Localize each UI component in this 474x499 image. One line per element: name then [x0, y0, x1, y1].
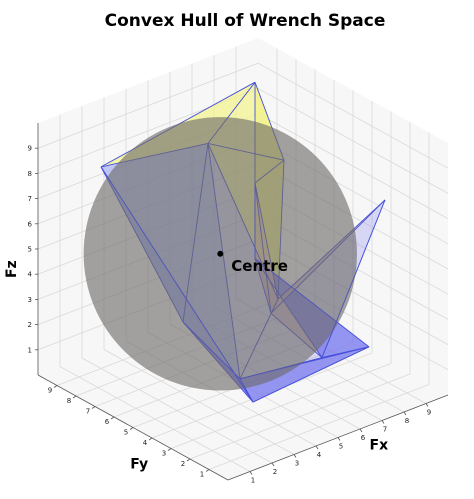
grid-line-x: [81, 106, 273, 464]
y-tick-mark: [148, 437, 153, 441]
y-tick-mark: [205, 469, 210, 472]
y-tick-label: 9: [48, 387, 52, 395]
grid-line-y: [189, 122, 411, 460]
x-tick-mark: [271, 462, 275, 467]
x-tick-mark: [249, 471, 253, 475]
z-tick-label: 7: [28, 195, 32, 203]
x-tick-mark: [337, 437, 341, 441]
y-tick-mark: [53, 385, 58, 388]
y-tick-label: 4: [143, 439, 148, 447]
grid-line-y: [170, 111, 392, 449]
hull-front-edge: [321, 199, 386, 358]
x-axis-label: Fx: [370, 438, 389, 454]
z-tick-label: 9: [28, 145, 32, 153]
x-tick-label: 3: [295, 460, 299, 468]
grid-line-z: [37, 62, 449, 169]
x-tick-mark: [425, 403, 429, 407]
z-tick-label: 2: [28, 321, 32, 329]
grid-line-y: [151, 101, 373, 439]
x-tick-mark: [359, 428, 363, 433]
x-tick-mark: [381, 420, 385, 424]
y-tick-mark: [110, 416, 115, 420]
y-tick-label: 3: [162, 450, 166, 458]
z-tick-label: 6: [28, 220, 33, 228]
grid-line-y: [208, 132, 430, 470]
x-tick-mark: [403, 411, 407, 416]
z-tick-label: 3: [28, 296, 32, 304]
hull-face: [240, 346, 369, 403]
x-tick-mark: [315, 445, 319, 450]
x-tick-label: 4: [317, 451, 322, 459]
centre-point: [217, 250, 224, 257]
hull-front-edge: [182, 321, 241, 380]
centre-label: Centre: [231, 257, 288, 275]
hull-front-edge: [252, 346, 370, 403]
x-tick-label: 8: [405, 417, 409, 425]
y-tick-label: 7: [86, 408, 90, 416]
x-tick-label: 6: [361, 434, 366, 442]
z-tick-label: 8: [28, 170, 32, 178]
grid-line-x: [103, 97, 295, 455]
hull-front-edge: [321, 346, 370, 359]
x-tick-label: 7: [383, 426, 387, 434]
y-tick-mark: [72, 395, 77, 399]
x-tick-mark: [293, 454, 297, 458]
hull-front-edge: [239, 378, 254, 403]
z-tick-label: 1: [28, 346, 32, 354]
hull-front-edges: [100, 166, 386, 403]
z-tick-label: 4: [28, 271, 33, 279]
y-tick-label: 8: [67, 397, 71, 405]
y-tick-label: 1: [200, 471, 204, 479]
y-tick-mark: [186, 458, 191, 462]
y-tick-mark: [91, 406, 96, 409]
y-tick-label: 5: [124, 429, 128, 437]
axis-ticks: 1 2 3 4 5 6 7 8 9 1 2 3 4 5 6 7 8 9 1 2 3 4 5 6 7 8 9: [28, 123, 449, 485]
x-tick-label: 1: [251, 477, 255, 485]
y-tick-label: 6: [105, 418, 110, 426]
z-axis-label: Fz: [4, 260, 20, 278]
x-tick-label: 2: [273, 468, 277, 476]
grid-line-z: [37, 87, 449, 194]
y-tick-mark: [167, 448, 172, 451]
chart-title: Convex Hull of Wrench Space: [105, 11, 386, 31]
hull-front-edge: [254, 258, 370, 348]
hull-front-edge: [100, 166, 254, 403]
y-axis-label: Fy: [130, 456, 148, 472]
z-tick-label: 5: [28, 246, 32, 254]
y-tick-label: 2: [181, 460, 185, 468]
y-tick-mark: [129, 427, 134, 430]
x-tick-label: 5: [339, 443, 343, 451]
x-tick-label: 9: [427, 409, 431, 417]
grid-line-x: [59, 114, 251, 472]
